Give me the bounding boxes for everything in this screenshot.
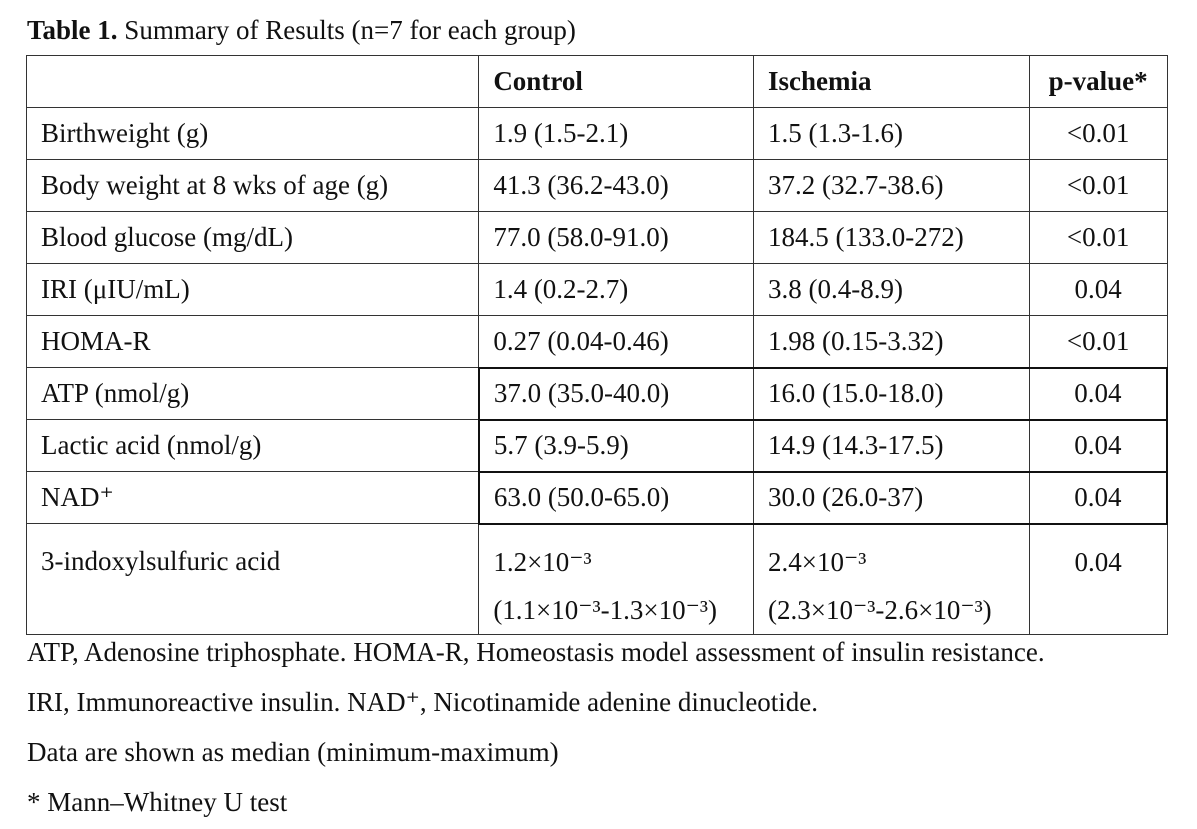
results-table: Control Ischemia p-value* Birthweight (g… xyxy=(25,55,1168,635)
p-value: <0.01 xyxy=(1028,159,1168,212)
p-value: 0.04 xyxy=(1028,523,1168,635)
control-value: 1.4 (0.2-2.7) xyxy=(478,263,755,316)
ischemia-value: 1.98 (0.15-3.32) xyxy=(753,315,1030,368)
p-value: 0.04 xyxy=(1028,263,1168,316)
header-cell-control: Control xyxy=(478,55,755,108)
table-caption: Table 1. Summary of Results (n=7 for eac… xyxy=(27,12,576,48)
p-value: 0.04 xyxy=(1028,419,1168,473)
control-value: 63.0 (50.0-65.0) xyxy=(477,471,755,525)
p-value: <0.01 xyxy=(1028,107,1168,160)
ischemia-value: 1.5 (1.3-1.6) xyxy=(753,107,1030,160)
table-row: Body weight at 8 wks of age (g) 41.3 (36… xyxy=(25,159,1168,212)
control-value: 0.27 (0.04-0.46) xyxy=(478,315,755,368)
footnote-data-format: Data are shown as median (minimum-maximu… xyxy=(27,737,559,767)
table-caption-text: Summary of Results (n=7 for each group) xyxy=(124,15,576,45)
ischemia-value: 16.0 (15.0-18.0) xyxy=(753,366,1030,421)
table-row: IRI (μIU/mL) 1.4 (0.2-2.7) 3.8 (0.4-8.9)… xyxy=(25,263,1168,316)
table-row: Birthweight (g) 1.9 (1.5-2.1) 1.5 (1.3-1… xyxy=(25,107,1168,160)
row-label: 3-indoxylsulfuric acid xyxy=(25,523,480,635)
table-row: NAD⁺ 63.0 (50.0-65.0) 30.0 (26.0-37) 0.0… xyxy=(25,471,1168,525)
ischemia-value: 14.9 (14.3-17.5) xyxy=(753,419,1030,473)
row-label: NAD⁺ xyxy=(25,471,480,524)
footnote-abbreviations-1: ATP, Adenosine triphosphate. HOMA-R, Hom… xyxy=(27,637,1045,667)
control-value: 5.7 (3.9-5.9) xyxy=(477,419,755,473)
control-range: (1.1×10⁻³-1.3×10⁻³) xyxy=(493,594,717,625)
ischemia-range: (2.3×10⁻³-2.6×10⁻³) xyxy=(768,594,992,625)
row-label: IRI (μIU/mL) xyxy=(25,263,480,316)
control-value: 77.0 (58.0-91.0) xyxy=(478,211,755,264)
ischemia-value: 184.5 (133.0-272) xyxy=(753,211,1030,264)
row-label: Lactic acid (nmol/g) xyxy=(25,419,480,472)
ischemia-value: 30.0 (26.0-37) xyxy=(753,471,1030,525)
row-label: Birthweight (g) xyxy=(25,107,480,160)
ischemia-value: 37.2 (32.7-38.6) xyxy=(753,159,1030,212)
p-value: 0.04 xyxy=(1028,366,1168,421)
header-cell-empty xyxy=(25,55,480,108)
row-label: Blood glucose (mg/dL) xyxy=(25,211,480,264)
table-row: Blood glucose (mg/dL) 77.0 (58.0-91.0) 1… xyxy=(25,211,1168,264)
table-row: 3-indoxylsulfuric acid 1.2×10⁻³ (1.1×10⁻… xyxy=(25,523,1168,635)
table-caption-label: Table 1. xyxy=(27,15,118,45)
ischemia-value: 2.4×10⁻³ (2.3×10⁻³-2.6×10⁻³) xyxy=(753,523,1030,635)
table-header-row: Control Ischemia p-value* xyxy=(25,55,1168,108)
row-label: ATP (nmol/g) xyxy=(25,367,480,420)
control-value: 1.2×10⁻³ (1.1×10⁻³-1.3×10⁻³) xyxy=(478,523,755,635)
header-cell-p-value: p-value* xyxy=(1028,55,1168,108)
table-row: Lactic acid (nmol/g) 5.7 (3.9-5.9) 14.9 … xyxy=(25,419,1168,473)
control-value: 41.3 (36.2-43.0) xyxy=(478,159,755,212)
ischemia-value: 3.8 (0.4-8.9) xyxy=(753,263,1030,316)
footnote-statistical-test: * Mann–Whitney U test xyxy=(27,787,288,817)
p-value: <0.01 xyxy=(1028,211,1168,264)
row-label: HOMA-R xyxy=(25,315,480,368)
table-row: ATP (nmol/g) 37.0 (35.0-40.0) 16.0 (15.0… xyxy=(25,366,1168,421)
p-value: <0.01 xyxy=(1028,315,1168,368)
ischemia-median: 2.4×10⁻³ xyxy=(768,546,867,577)
footnote-abbreviations-2: IRI, Immunoreactive insulin. NAD⁺, Nicot… xyxy=(27,687,819,717)
table-row: HOMA-R 0.27 (0.04-0.46) 1.98 (0.15-3.32)… xyxy=(25,315,1168,368)
row-label: Body weight at 8 wks of age (g) xyxy=(25,159,480,212)
control-median: 1.2×10⁻³ xyxy=(493,546,592,577)
header-cell-ischemia: Ischemia xyxy=(753,55,1030,108)
p-value: 0.04 xyxy=(1028,471,1168,525)
control-value: 1.9 (1.5-2.1) xyxy=(478,107,755,160)
control-value: 37.0 (35.0-40.0) xyxy=(477,366,755,421)
